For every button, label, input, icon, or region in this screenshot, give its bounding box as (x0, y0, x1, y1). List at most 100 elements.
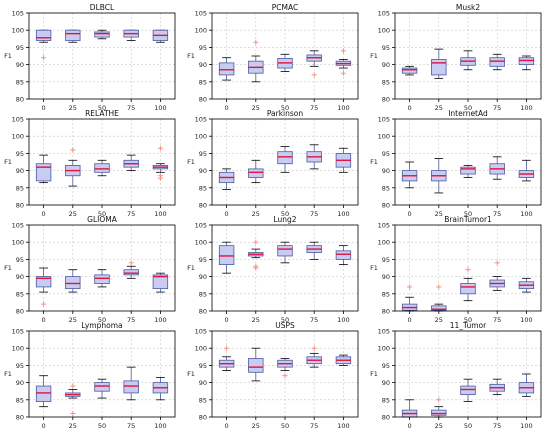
y-tick-label: 95 (199, 44, 207, 52)
y-tick-label: 105 (195, 116, 207, 124)
box-25 (431, 397, 447, 418)
y-tick-label: 85 (199, 290, 207, 298)
outlier-point (157, 175, 163, 181)
box-0 (218, 241, 235, 274)
x-tick-label: 100 (337, 316, 349, 324)
box-iqr (123, 380, 139, 394)
box-100 (152, 145, 169, 181)
y-tick-label: 80 (382, 202, 390, 210)
box-100 (335, 245, 352, 265)
x-tick-label: 100 (154, 316, 166, 324)
x-tick-label: 100 (520, 422, 532, 430)
outlier-point (157, 145, 163, 151)
box-25 (65, 383, 81, 417)
box-iqr (218, 62, 235, 76)
outlier-point (282, 373, 288, 379)
box-25 (248, 159, 264, 184)
x-tick-label: 25 (252, 422, 260, 430)
y-tick-label: 90 (382, 61, 390, 69)
y-tick-label: 90 (16, 273, 24, 281)
box-100 (335, 48, 352, 76)
box-50 (94, 269, 110, 288)
plot-frame (394, 330, 542, 418)
outlier-point (70, 410, 76, 417)
chart-title: BrainTumor1 (444, 215, 492, 224)
x-tick-label: 100 (154, 210, 166, 218)
y-axis-label: F1 (370, 52, 378, 60)
y-tick-label: 105 (12, 328, 24, 336)
y-tick-label: 105 (12, 10, 24, 18)
x-tick-label: 100 (520, 316, 532, 324)
box-100 (518, 277, 535, 293)
x-tick-label: 25 (252, 316, 260, 324)
x-tick-label: 25 (252, 210, 260, 218)
chart-panel: 80 85 90 95 100 105 0 25 50 75 100 BrainTumor1 F1 (370, 215, 542, 324)
y-tick-label: 80 (16, 308, 24, 316)
chart-title: PCMAC (272, 3, 298, 12)
x-tick-label: 75 (310, 422, 318, 430)
box-50 (460, 267, 476, 302)
chart-title: USPS (275, 321, 295, 330)
box-75 (489, 156, 505, 180)
chart-title: DLBCL (90, 3, 115, 12)
chart-panel: 80 85 90 95 100 105 0 25 50 75 100 USPS F1 (187, 321, 359, 430)
x-tick-label: 50 (281, 316, 289, 324)
outlier-point (253, 265, 259, 271)
y-tick-label: 100 (12, 133, 24, 141)
outlier-point (436, 284, 442, 290)
y-axis-label: F1 (370, 264, 378, 272)
box-50 (460, 50, 476, 71)
box-75 (489, 53, 505, 71)
x-tick-label: 25 (252, 104, 260, 112)
box-iqr (65, 29, 81, 41)
box-0 (401, 399, 418, 418)
y-tick-label: 100 (378, 345, 390, 353)
box-iqr (248, 168, 264, 178)
box-iqr (431, 305, 447, 311)
y-tick-label: 100 (195, 345, 207, 353)
x-tick-label: 100 (154, 422, 166, 430)
chart-panel: 80 85 90 95 100 105 0 25 50 75 100 Lymphoma F1 (4, 321, 176, 430)
x-tick-label: 100 (154, 104, 166, 112)
y-tick-label: 85 (16, 396, 24, 404)
outlier-point (311, 72, 317, 78)
x-tick-label: 75 (127, 104, 135, 112)
box-75 (489, 260, 505, 291)
box-50 (277, 358, 293, 379)
y-tick-label: 105 (378, 10, 390, 18)
y-tick-label: 80 (16, 414, 24, 422)
chart-title: Parkinson (267, 109, 304, 118)
x-tick-label: 50 (98, 316, 106, 324)
x-tick-label: 0 (42, 316, 46, 324)
box-50 (277, 241, 293, 264)
box-100 (152, 377, 169, 401)
y-axis-label: F1 (187, 264, 195, 272)
outlier-point (41, 301, 47, 307)
y-tick-label: 100 (195, 239, 207, 247)
y-tick-label: 80 (382, 308, 390, 316)
y-tick-label: 90 (16, 61, 24, 69)
x-tick-label: 50 (464, 104, 472, 112)
y-tick-label: 95 (16, 150, 24, 158)
y-axis-label: F1 (4, 52, 12, 60)
chart-title: GLIOMA (87, 215, 118, 224)
box-0 (401, 284, 418, 312)
y-tick-label: 85 (382, 184, 390, 192)
chart-panel: 80 85 90 95 100 105 0 25 50 75 100 PCMAC F1 (187, 3, 359, 112)
box-iqr (35, 276, 52, 288)
box-50 (94, 29, 110, 40)
x-tick-label: 75 (493, 210, 501, 218)
outlier-point (465, 267, 471, 273)
box-0 (218, 57, 235, 81)
chart-panel: 80 85 90 95 100 105 0 25 50 75 100 Musk2 F1 (370, 3, 542, 112)
y-tick-label: 100 (378, 239, 390, 247)
y-tick-label: 85 (16, 184, 24, 192)
chart-panel: 80 85 90 95 100 105 0 25 50 75 100 RELATHE F1 (4, 109, 176, 218)
box-50 (460, 378, 476, 402)
x-tick-label: 0 (225, 316, 229, 324)
box-iqr (401, 67, 418, 74)
x-tick-label: 75 (127, 210, 135, 218)
x-tick-label: 25 (69, 104, 77, 112)
y-tick-label: 90 (16, 167, 24, 175)
